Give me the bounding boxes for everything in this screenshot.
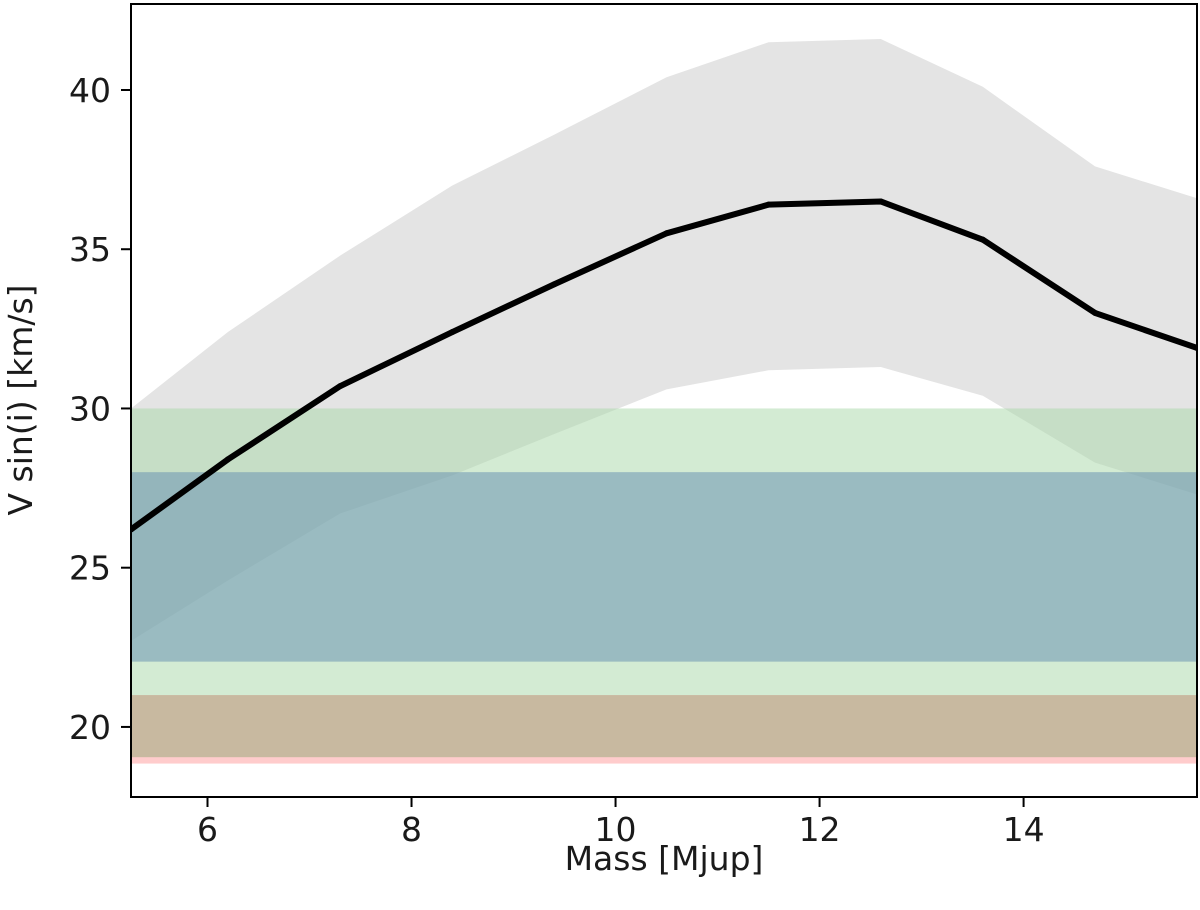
data-point (663, 230, 670, 237)
x-tick-label: 8 (401, 810, 422, 849)
y-tick-label: 25 (69, 549, 111, 588)
data-point (224, 456, 231, 463)
data-point (337, 383, 344, 390)
y-axis-label: V sin(i) [km/s] (1, 284, 40, 515)
data-point (877, 198, 884, 205)
data-points (131, 198, 1197, 533)
y-tick-label: 30 (69, 389, 111, 428)
x-tick-label: 10 (595, 810, 637, 849)
x-axis-label: Mass [Mjup] (565, 839, 764, 878)
y-tick-label: 20 (69, 708, 111, 747)
data-point (551, 281, 558, 288)
y-tick-label: 35 (69, 230, 111, 269)
x-tick-label: 6 (197, 810, 218, 849)
horizontal-band-2 (131, 695, 1197, 758)
y-tick-label: 40 (69, 71, 111, 110)
data-point (449, 329, 456, 336)
data-point (765, 201, 772, 208)
x-tick-label: 12 (799, 810, 841, 849)
horizontal-bands (131, 408, 1197, 764)
plot-frame (130, 3, 1198, 798)
horizontal-band-4 (131, 472, 1197, 662)
x-tick-label: 14 (1003, 810, 1045, 849)
data-point (979, 236, 986, 243)
x-axis: 6 8 10 12 14 (197, 797, 1045, 849)
data-point (1091, 309, 1098, 316)
plot-area (131, 39, 1197, 764)
y-axis: 20 25 30 35 40 (69, 71, 131, 747)
